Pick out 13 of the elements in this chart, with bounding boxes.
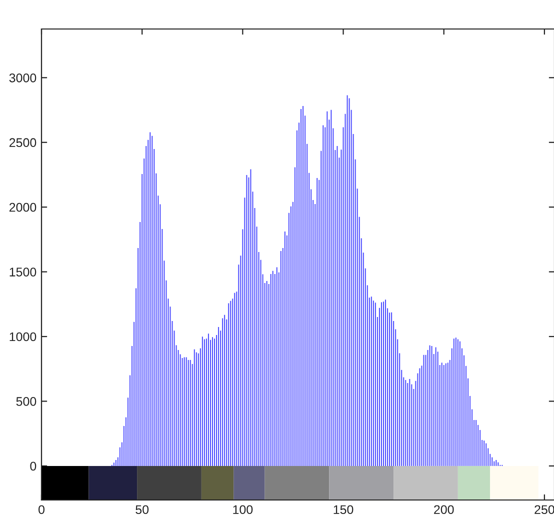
x-tick-label: 250 [534,505,554,514]
x-tick-label: 0 [38,505,44,514]
x-tick-label: 100 [233,505,253,514]
x-tick-label: 200 [434,505,454,514]
y-tick-label: 1500 [10,268,36,276]
x-tick-label: 50 [136,505,149,514]
y-tick-label: 1000 [10,332,36,342]
y-tick-label: 3000 [9,73,36,82]
y-tick-label: 0 [30,462,36,471]
y-tick-label: 2000 [9,202,36,212]
y-tick-label: 500 [16,397,36,406]
x-tick-label: 150 [334,505,354,514]
y-tick-label: 2500 [9,138,36,148]
